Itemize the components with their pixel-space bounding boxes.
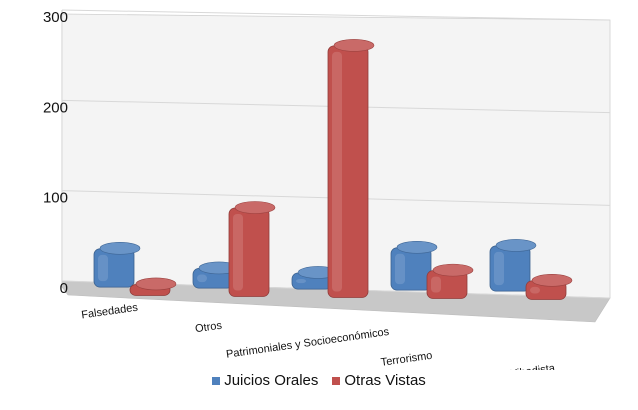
bar-top	[333, 39, 375, 52]
legend-label-juicios-orales: Juicios Orales	[224, 372, 319, 389]
bar-top	[234, 201, 276, 214]
bar-top	[531, 274, 573, 287]
bar-top	[495, 239, 537, 252]
bar-highlight	[98, 254, 108, 282]
bar-top	[396, 241, 438, 254]
bar-top	[432, 263, 474, 277]
y-tick-label: 0	[60, 280, 68, 297]
x-tick-label: Terrorismo	[380, 350, 433, 369]
y-tick-label: 200	[43, 99, 68, 116]
x-tick-label: Terrorismo Yihadista	[455, 362, 556, 370]
legend-item-otras-vistas: Otras Vistas	[332, 372, 426, 389]
bar-highlight	[233, 214, 243, 291]
bar-highlight	[395, 253, 405, 285]
bar-highlight	[332, 51, 342, 292]
bar-highlight	[494, 251, 504, 286]
legend-swatch-otras-vistas	[332, 376, 341, 385]
x-tick-label: Patrimoniales y Socioeconómicos	[225, 326, 390, 361]
gridline	[61, 9, 611, 21]
bar-highlight	[431, 276, 441, 293]
legend-swatch-juicios-orales	[212, 376, 221, 385]
x-tick-label: Falsedades	[81, 302, 139, 322]
bar-top	[99, 242, 141, 255]
bar-highlight	[296, 278, 306, 284]
legend-item-juicios-orales: Juicios Orales	[212, 372, 318, 389]
chart-plot: 0 100 200 300 Falsedades Otros Patrimoniales y…	[43, 9, 611, 370]
y-tick-label: 100	[43, 190, 68, 207]
legend: Juicios Orales Otras Vistas	[0, 372, 638, 389]
bar-top	[135, 277, 177, 291]
legend-label-otras-vistas: Otras Vistas	[344, 372, 426, 389]
bar-highlight	[197, 274, 207, 283]
bar-highlight	[530, 286, 540, 294]
y-tick-label: 300	[43, 9, 68, 26]
x-tick-label: Otros	[194, 320, 223, 336]
